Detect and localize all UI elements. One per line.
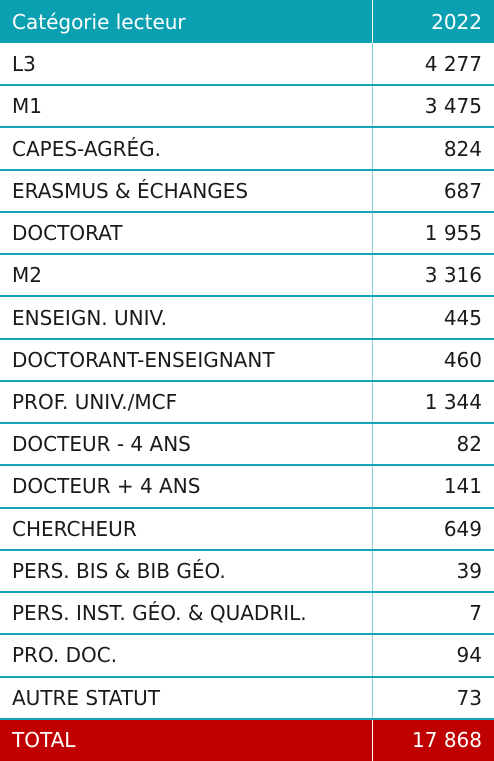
row-category-label: AUTRE STATUT (0, 676, 373, 720)
table-row: ENSEIGN. UNIV. 445 (0, 296, 494, 340)
row-category-label: PERS. BIS & BIB GÉO. (0, 549, 373, 594)
row-category-label: PERS. INST. GÉO. & QUADRIL. (0, 592, 373, 636)
row-category-label: DOCTORANT-ENSEIGNANT (0, 338, 373, 382)
row-count-value: 73 (372, 676, 494, 720)
table-row: PRO. DOC. 94 (0, 634, 494, 678)
total-value: 17 868 (412, 728, 482, 753)
table-row: CHERCHEUR 649 (0, 507, 494, 551)
row-category-label: L3 (0, 43, 373, 87)
row-category-label: ERASMUS & ÉCHANGES (0, 169, 373, 213)
table-row: PERS. BIS & BIB GÉO. 39 (0, 549, 494, 594)
row-category-label: M2 (0, 254, 373, 298)
row-category-label: DOCTEUR + 4 ANS (0, 465, 373, 509)
row-category-label: CAPES-AGRÉG. (0, 127, 373, 171)
header-row: Catégorie lecteur 2022 (0, 0, 494, 43)
table-row: ERASMUS & ÉCHANGES 687 (0, 169, 494, 213)
column-header-year: 2022 (372, 0, 494, 43)
row-count-value: 1 955 (372, 211, 494, 256)
table-body: L3 4 277 M1 3 475 CAPES-AGRÉG. 824 ERASMUS & É… (0, 43, 494, 761)
column-header-category: Catégorie lecteur (0, 0, 373, 43)
row-count-value: 824 (372, 127, 494, 171)
row-count-value: 82 (372, 423, 494, 467)
table-row: DOCTEUR - 4 ANS 82 (0, 423, 494, 467)
row-count-value: 649 (372, 507, 494, 551)
table-row: AUTRE STATUT 73 (0, 676, 494, 720)
table-row: DOCTORANT-ENSEIGNANT 460 (0, 338, 494, 382)
table-row: PROF. UNIV./MCF 1 344 (0, 380, 494, 425)
table-row: M2 3 316 (0, 254, 494, 298)
row-category-label: M1 (0, 85, 373, 129)
row-count-value: 687 (372, 169, 494, 213)
row-count-value: 3 316 (372, 254, 494, 298)
row-count-value: 7 (372, 592, 494, 636)
total-label: TOTAL (0, 718, 373, 761)
row-count-value: 39 (372, 549, 494, 594)
row-count-value: 460 (372, 338, 494, 382)
total-row: TOTAL 17 868 (0, 718, 494, 761)
table-row: CAPES-AGRÉG. 824 (0, 127, 494, 171)
table-row: PERS. INST. GÉO. & QUADRIL. 7 (0, 592, 494, 636)
row-category-label: PROF. UNIV./MCF (0, 380, 373, 425)
table-row: M1 3 475 (0, 85, 494, 129)
table-row: L3 4 277 (0, 43, 494, 87)
row-count-value: 141 (372, 465, 494, 509)
row-category-label: ENSEIGN. UNIV. (0, 296, 373, 340)
row-count-value: 4 277 (372, 43, 494, 87)
row-count-value: 445 (372, 296, 494, 340)
row-category-label: DOCTORAT (0, 211, 373, 256)
table-row: DOCTEUR + 4 ANS 141 (0, 465, 494, 509)
row-category-label: DOCTEUR - 4 ANS (0, 423, 373, 467)
table-row: DOCTORAT 1 955 (0, 211, 494, 256)
row-category-label: CHERCHEUR (0, 507, 373, 551)
row-count-value: 94 (372, 634, 494, 678)
row-category-label: PRO. DOC. (0, 634, 373, 678)
row-count-value: 1 344 (372, 380, 494, 425)
row-count-value: 3 475 (372, 85, 494, 129)
